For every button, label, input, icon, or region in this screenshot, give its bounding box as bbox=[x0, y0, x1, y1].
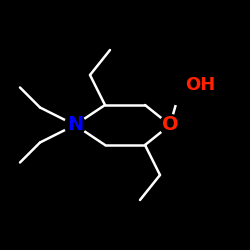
Text: O: O bbox=[162, 116, 178, 134]
Text: N: N bbox=[67, 116, 83, 134]
Circle shape bbox=[160, 114, 180, 136]
Circle shape bbox=[64, 114, 86, 136]
Circle shape bbox=[165, 75, 195, 105]
Text: OH: OH bbox=[185, 76, 215, 94]
